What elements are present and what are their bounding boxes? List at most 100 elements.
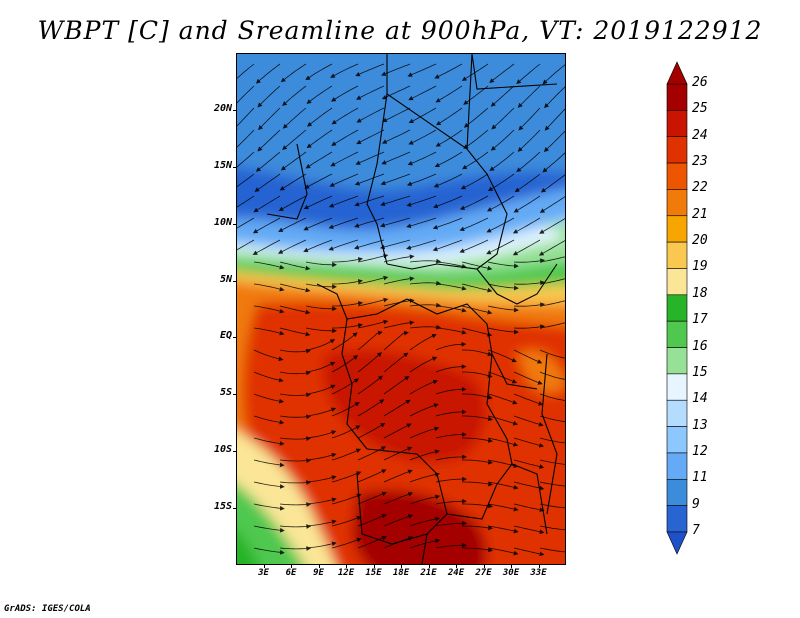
streamline: [409, 494, 441, 505]
streamline: [461, 305, 493, 315]
streamline: [356, 129, 385, 145]
streamline: [253, 261, 285, 270]
streamline: [513, 547, 545, 557]
streamline: [354, 195, 385, 207]
streamline: [305, 327, 338, 334]
streamline: [435, 261, 467, 269]
streamline: [383, 375, 410, 395]
streamline: [513, 437, 545, 448]
colorbar-swatch: [666, 373, 688, 401]
streamline: [305, 430, 337, 439]
streamline: [435, 107, 463, 126]
streamline: [409, 538, 441, 549]
streamline: [331, 129, 359, 146]
lat-label-10s: 10S: [213, 444, 232, 456]
streamline: [539, 459, 565, 465]
streamline: [513, 459, 545, 469]
streamline: [517, 129, 541, 152]
streamline: [435, 386, 467, 395]
streamline: [539, 196, 565, 213]
streamline: [255, 63, 281, 84]
streamline: [329, 173, 359, 187]
lat-label-eq: EQ: [219, 330, 232, 342]
streamline: [357, 535, 387, 549]
streamline: [435, 542, 468, 549]
streamline: [462, 371, 493, 378]
streamline: [380, 173, 411, 186]
streamline: [539, 547, 565, 553]
streamline: [253, 481, 285, 489]
streamline: [539, 525, 565, 531]
streamline: [383, 469, 413, 483]
streamline: [306, 129, 333, 149]
streamline: [306, 85, 333, 104]
streamline: [543, 130, 565, 153]
streamline: [513, 481, 545, 491]
streamline: [487, 283, 519, 291]
streamline: [357, 446, 387, 461]
streamline: [460, 173, 489, 190]
streamline: [379, 217, 411, 228]
colorbar-label: 21: [692, 206, 708, 222]
streamline: [279, 458, 312, 463]
streamline: [357, 319, 389, 329]
streamline: [513, 349, 543, 364]
colorbar-label: 13: [692, 417, 708, 433]
streamline: [332, 301, 363, 307]
streamline: [304, 173, 333, 189]
streamline: [406, 239, 437, 250]
lon-label-12e: 12E: [337, 568, 355, 578]
streamline: [237, 129, 255, 148]
lat-label-15n: 15N: [213, 159, 232, 171]
streamline: [406, 195, 437, 207]
streamline: [409, 333, 437, 351]
colorbar-max-arrow: [666, 61, 688, 85]
streamline: [332, 323, 363, 329]
lon-tick: [291, 564, 292, 568]
colorbar-label: 22: [692, 180, 708, 196]
streamline: [514, 173, 541, 193]
streamline: [305, 519, 337, 527]
streamline: [409, 356, 438, 373]
streamline: [237, 85, 255, 104]
streamline: [463, 129, 489, 149]
streamline: [355, 151, 385, 165]
streamline: [487, 415, 518, 426]
streamline: [305, 384, 336, 395]
lat-label-5s: 5S: [219, 387, 232, 399]
colorbar-swatch: [666, 83, 688, 111]
streamline: [253, 305, 285, 314]
streamline: [328, 195, 359, 208]
lat-label-5n: 5N: [219, 273, 232, 285]
streamline: [406, 217, 437, 229]
streamline: [253, 503, 285, 511]
colorbar-label: 19: [692, 259, 708, 275]
lat-tick: [233, 280, 237, 282]
streamline: [383, 423, 412, 439]
lat-tick: [233, 337, 237, 339]
streamline: [305, 497, 337, 505]
streamline: [434, 151, 463, 168]
streamline: [255, 151, 281, 172]
streamline: [513, 324, 546, 330]
streamline: [331, 378, 359, 395]
wbpt-shaded-field: [237, 54, 565, 564]
streamline: [489, 151, 515, 171]
streamline: [409, 302, 442, 308]
streamline: [354, 217, 385, 228]
streamline: [544, 86, 565, 109]
streamline: [462, 525, 494, 531]
streamline: [279, 327, 311, 337]
streamline: [237, 151, 255, 168]
streamline: [462, 547, 494, 553]
streamline: [383, 492, 414, 505]
lon-label-27e: 27E: [475, 568, 492, 578]
streamline: [279, 173, 307, 191]
streamline: [380, 195, 411, 207]
lon-tick: [511, 564, 512, 568]
streamline: [277, 239, 307, 254]
streamline: [330, 151, 359, 167]
streamline: [252, 217, 281, 234]
wbpt-field-map: [237, 54, 565, 564]
streamline: [544, 108, 565, 131]
